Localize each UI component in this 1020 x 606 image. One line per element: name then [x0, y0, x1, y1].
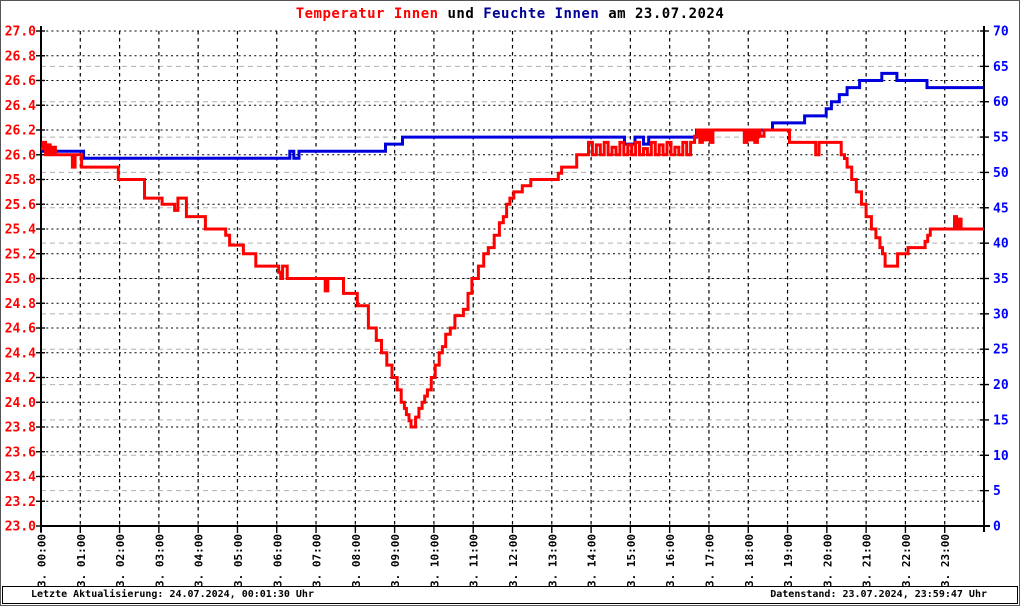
left-axis-tick-label: 23.6: [5, 445, 36, 460]
right-axis-tick-label: 25: [993, 343, 1009, 358]
x-axis-tick-label: 23. 09:00: [389, 534, 402, 587]
x-axis-tick-label: 23. 11:00: [468, 534, 481, 587]
title-humidity-label: Feuchte Innen: [483, 6, 600, 22]
x-axis-tick-label: 23. 06:00: [271, 534, 284, 587]
temperature-line: [41, 128, 984, 429]
title-connector: und: [438, 6, 484, 22]
x-axis-tick-label: 23. 19:00: [782, 534, 795, 587]
title-date: am 23.07.2024: [599, 6, 725, 22]
left-axis-tick-label: 23.8: [5, 421, 36, 436]
left-axis-tick-label: 23.4: [5, 470, 36, 485]
right-axis-tick-label: 5: [993, 484, 1001, 499]
right-axis-tick-label: 60: [993, 95, 1009, 110]
right-axis-tick-label: 65: [993, 60, 1009, 75]
x-axis-tick-label: 23. 08:00: [350, 534, 363, 587]
x-axis-tick-label: 23. 01:00: [75, 534, 88, 587]
right-axis-tick-label: 50: [993, 166, 1009, 181]
x-axis-tick-label: 23. 22:00: [900, 534, 913, 587]
left-axis-tick-label: 26.2: [5, 124, 36, 139]
left-axis-tick-label: 25.8: [5, 173, 36, 188]
x-axis-tick-label: 23. 18:00: [743, 534, 756, 587]
x-axis-tick-label: 23. 05:00: [232, 534, 245, 587]
x-axis-tick-label: 23. 20:00: [821, 534, 834, 587]
status-bar: Letzte Aktualisierung: 24.07.2024, 00:01…: [2, 586, 1018, 604]
left-axis-tick-label: 24.2: [5, 371, 36, 386]
x-axis-tick-label: 23. 02:00: [114, 534, 127, 587]
chart-title: Temperatur Innen und Feuchte Innen am 23…: [1, 6, 1019, 22]
title-temperature-label: Temperatur Innen: [295, 6, 439, 22]
left-axis-tick-label: 26.8: [5, 49, 36, 64]
x-axis-tick-label: 23. 16:00: [664, 534, 677, 587]
left-axis-tick-label: 23.0: [5, 520, 36, 535]
left-axis-tick-label: 24.8: [5, 297, 36, 312]
left-axis-tick-label: 25.2: [5, 247, 36, 262]
left-axis-tick-label: 25.0: [5, 272, 36, 287]
x-axis-tick-label: 23. 10:00: [428, 534, 441, 587]
x-axis-tick-label: 23. 12:00: [507, 534, 520, 587]
x-axis-tick-label: 23. 13:00: [546, 534, 559, 587]
x-axis-tick-label: 23. 03:00: [153, 534, 166, 587]
left-axis-tick-label: 24.4: [5, 346, 36, 361]
left-axis-tick-label: 26.4: [5, 99, 36, 114]
left-axis-tick-label: 25.4: [5, 223, 36, 238]
right-axis-tick-label: 0: [993, 520, 1001, 535]
x-axis-tick-label: 23. 21:00: [861, 534, 874, 587]
x-axis-tick-label: 23. 07:00: [311, 534, 324, 587]
x-axis-tick-label: 23. 17:00: [703, 534, 716, 587]
left-axis-tick-label: 26.0: [5, 148, 36, 163]
x-axis-tick-label: 23. 04:00: [193, 534, 206, 587]
x-axis-tick-label: 23. 15:00: [625, 534, 638, 587]
right-axis-tick-label: 15: [993, 413, 1009, 428]
right-axis-tick-label: 20: [993, 378, 1009, 393]
right-axis-tick-label: 70: [993, 25, 1009, 40]
left-axis-tick-label: 27.0: [5, 25, 36, 40]
left-axis-tick-label: 25.6: [5, 198, 36, 213]
data-timestamp-text: Datenstand: 23.07.2024, 23:59:47 Uhr: [770, 589, 987, 600]
x-axis-tick-label: 23. 00:00: [36, 534, 49, 587]
right-axis-tick-label: 55: [993, 131, 1009, 146]
left-axis-tick-label: 24.0: [5, 396, 36, 411]
temperature-humidity-plot: 23.0 23.2 23.4 23.6 23.8 24.0 24.2 24.4 24.6 24.8…: [5, 25, 1009, 588]
right-axis-tick-label: 35: [993, 272, 1009, 287]
right-axis-tick-label: 40: [993, 237, 1009, 252]
right-axis-tick-label: 10: [993, 449, 1009, 464]
chart-area: Temperatur Innen und Feuchte Innen am 23…: [1, 1, 1019, 587]
right-axis-tick-label: 45: [993, 201, 1009, 216]
right-axis-tick-label: 30: [993, 307, 1009, 322]
left-axis-tick-label: 26.6: [5, 74, 36, 89]
x-axis-tick-label: 23. 23:00: [939, 534, 952, 587]
left-axis-tick-label: 24.6: [5, 322, 36, 337]
left-axis-tick-label: 23.2: [5, 495, 36, 510]
x-axis-tick-label: 23. 14:00: [586, 534, 599, 587]
last-update-text: Letzte Aktualisierung: 24.07.2024, 00:01…: [31, 589, 314, 600]
